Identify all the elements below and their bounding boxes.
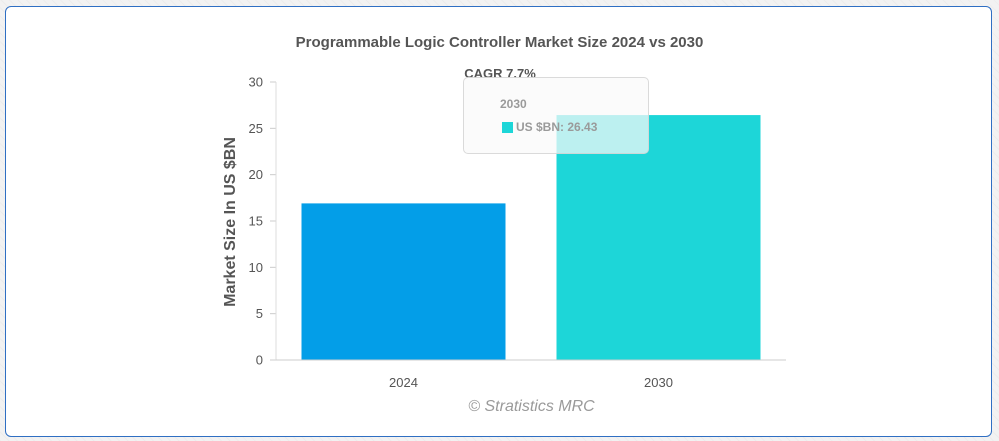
y-axis-title: Market Size In US $BN: [222, 137, 239, 307]
x-axis: 2024 2030: [389, 375, 673, 390]
tooltip-swatch: [502, 122, 513, 133]
y-tick-label: 0: [256, 353, 263, 368]
y-tick-label: 30: [249, 75, 263, 90]
bar-tooltip: 2030 US $BN: 26.43: [463, 77, 649, 154]
y-tick-label: 25: [249, 121, 263, 136]
bar-2030[interactable]: [556, 115, 761, 360]
tooltip-value: US $BN: 26.43: [516, 120, 598, 134]
y-tick-label: 20: [249, 167, 263, 182]
y-tick-label: 10: [249, 260, 263, 275]
chart-title: Programmable Logic Controller Market Siz…: [295, 34, 704, 51]
x-tick-label: 2024: [389, 375, 418, 390]
y-tick-label: 5: [256, 306, 263, 321]
y-axis: 0 5 10 15 20 25 30: [249, 75, 277, 368]
bars: [301, 115, 761, 360]
x-tick-label: 2030: [644, 375, 673, 390]
y-tick-label: 15: [249, 214, 263, 229]
bar-2024[interactable]: [301, 203, 506, 360]
watermark: © Stratistics MRC: [468, 398, 595, 415]
tooltip-title: 2030: [500, 97, 527, 111]
